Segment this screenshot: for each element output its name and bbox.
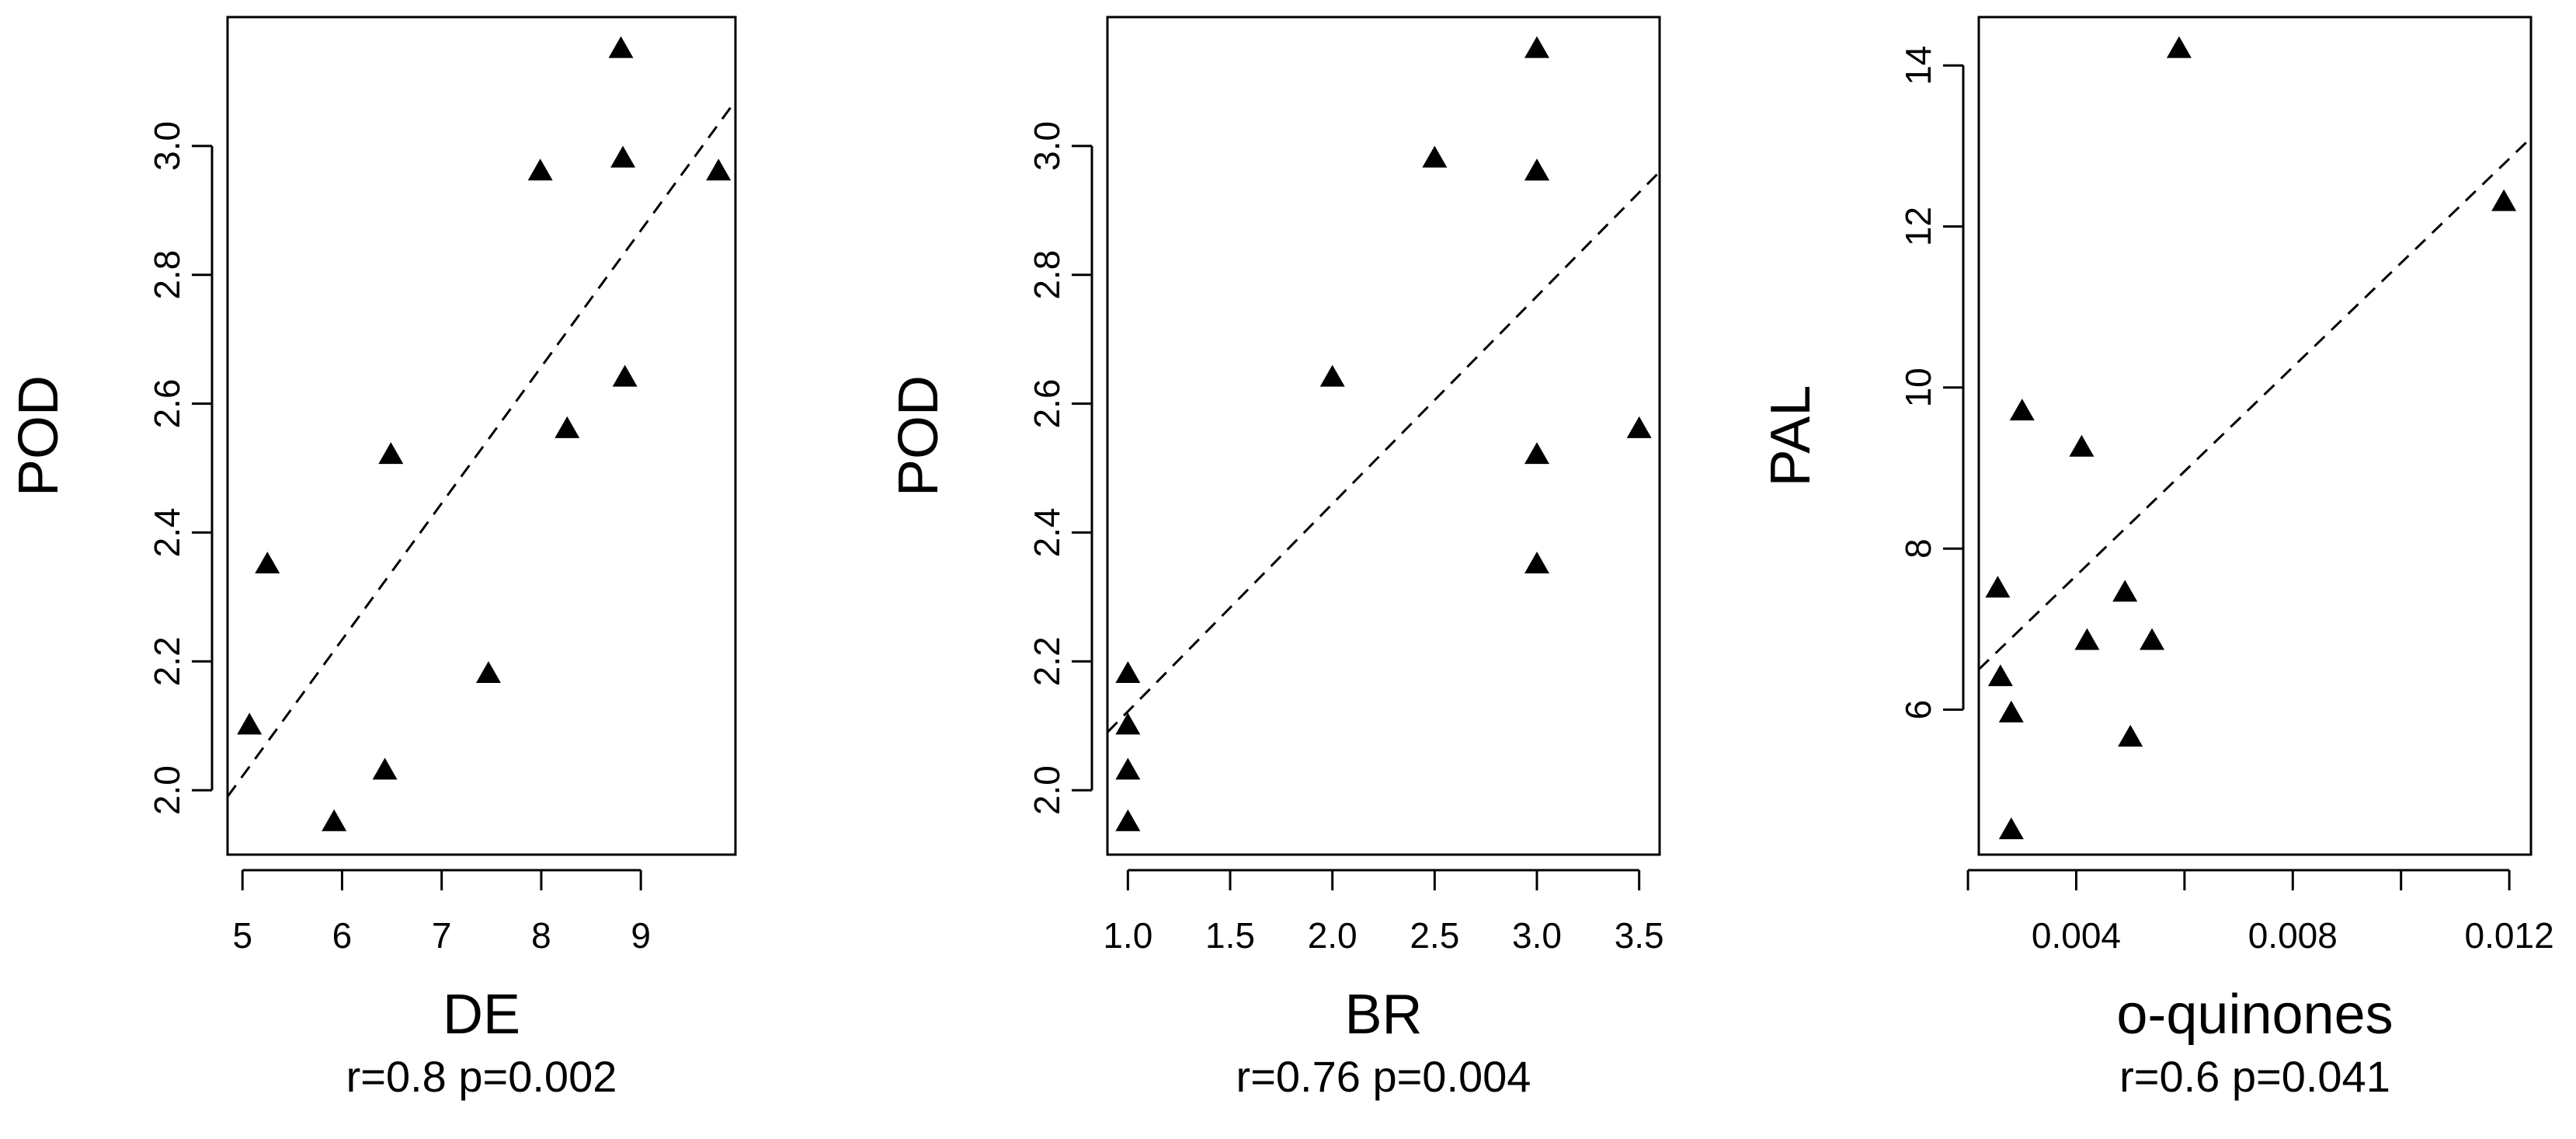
x-axis-title: BR: [1344, 984, 1422, 1046]
x-tick-label: 6: [332, 915, 353, 956]
y-tick-label: 2.4: [1027, 507, 1067, 557]
y-axis-title: POD: [8, 375, 70, 496]
y-tick-label: 3.0: [147, 121, 187, 171]
y-tick-label: 2.6: [147, 379, 187, 429]
y-axis-title: POD: [888, 375, 950, 496]
x-tick-label: 3.5: [1615, 915, 1664, 956]
data-point: [706, 158, 732, 181]
panel-1: 5 6 7 8 9 2.0 2.2 2.4 2.6 2.8 3.0 DE r=0.8 p=0.002 PO…: [8, 16, 737, 1101]
data-point: [2009, 399, 2035, 421]
data-point: [322, 809, 347, 831]
data-point: [1115, 758, 1141, 780]
y-tick-label: 2.4: [147, 507, 187, 557]
data-point: [1319, 364, 1345, 387]
data-point: [1115, 661, 1141, 684]
plot-frame: [226, 16, 737, 856]
data-point: [1985, 576, 2011, 598]
data-point: [1998, 700, 2024, 723]
x-tick-label: 8: [531, 915, 551, 956]
y-tick-label: 8: [1898, 538, 1938, 559]
data-point: [2118, 724, 2143, 747]
data-point: [2166, 36, 2192, 58]
y-axis-title: PAL: [1760, 385, 1822, 487]
y-tick-label: 2.0: [147, 765, 187, 815]
panel-3: 0.004 0.008 0.012 6 8 10 12 14 o-quinones r=0.6 p…: [1760, 16, 2554, 1101]
x-tick-label: 1.5: [1205, 915, 1255, 956]
correlation-annotation: r=0.8 p=0.002: [346, 1052, 617, 1101]
data-point: [2140, 628, 2165, 650]
data-point: [237, 712, 262, 735]
data-point: [1998, 817, 2024, 840]
x-tick-label: 7: [432, 915, 452, 956]
data-point: [554, 416, 580, 438]
data-point: [1987, 664, 2013, 687]
x-tick-label: 0.008: [2248, 915, 2338, 956]
fit-line: [1107, 170, 1660, 733]
x-tick-label: 2.5: [1410, 915, 1459, 956]
y-tick-label: 3.0: [1027, 121, 1067, 171]
data-point: [2074, 628, 2100, 650]
x-axis-title: o-quinones: [2116, 984, 2393, 1046]
data-point: [527, 158, 553, 181]
y-tick-label: 2.2: [1027, 636, 1067, 686]
data-point: [1524, 552, 1549, 574]
correlation-annotation: r=0.76 p=0.004: [1236, 1052, 1531, 1101]
y-tick-label: 6: [1898, 700, 1938, 720]
data-point: [1115, 809, 1141, 831]
data-point: [1524, 36, 1549, 58]
y-tick-label: 2.8: [1027, 250, 1067, 300]
data-point: [475, 661, 501, 684]
x-tick-label: 0.004: [2032, 915, 2121, 956]
data-point: [2112, 580, 2138, 602]
data-point: [378, 442, 404, 465]
data-point: [1524, 158, 1549, 181]
data-point: [610, 145, 636, 168]
x-tick-label: 0.012: [2465, 915, 2554, 956]
x-tick-label: 1.0: [1103, 915, 1152, 956]
data-point: [1422, 145, 1448, 168]
correlation-annotation: r=0.6 p=0.041: [2119, 1052, 2390, 1101]
x-tick-label: 3.0: [1512, 915, 1562, 956]
y-tick-label: 12: [1898, 207, 1938, 246]
y-tick-label: 2.6: [1027, 379, 1067, 429]
data-point: [2069, 434, 2095, 457]
y-tick-label: 2.8: [147, 250, 187, 300]
data-point: [1626, 416, 1652, 438]
fit-line: [1979, 137, 2531, 671]
plot-frame: [1106, 16, 1661, 856]
y-tick-label: 14: [1898, 46, 1938, 85]
fit-line: [228, 99, 735, 798]
data-point: [255, 552, 280, 574]
x-tick-label: 2.0: [1308, 915, 1358, 956]
x-tick-label: 9: [631, 915, 651, 956]
data-point: [612, 364, 638, 387]
y-tick-label: 10: [1898, 367, 1938, 407]
y-tick-label: 2.2: [147, 636, 187, 686]
plot-frame: [1977, 16, 2533, 856]
y-tick-label: 2.0: [1027, 765, 1067, 815]
data-point: [372, 758, 398, 780]
data-point: [608, 36, 634, 58]
panel-2: 1.0 1.5 2.0 2.5 3.0 3.5 2.0 2.2 2.4 2.6 2.8 3.0 BR r=…: [888, 16, 1664, 1101]
x-axis-title: DE: [443, 984, 520, 1046]
data-point: [1524, 442, 1549, 465]
x-tick-label: 5: [232, 915, 252, 956]
data-point: [2491, 189, 2517, 211]
data-point: [1115, 712, 1141, 735]
